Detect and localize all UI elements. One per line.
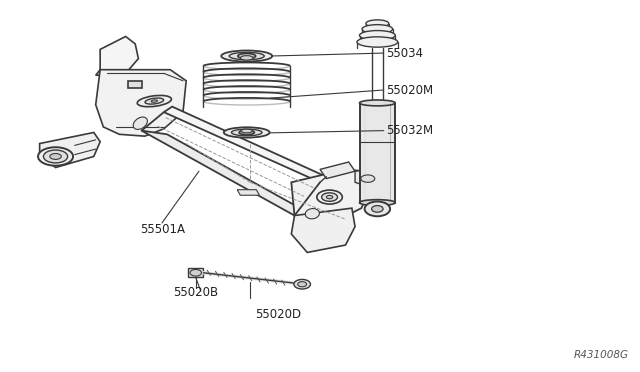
Ellipse shape — [305, 209, 319, 219]
Text: 55020D: 55020D — [255, 308, 301, 321]
Ellipse shape — [241, 129, 252, 133]
Ellipse shape — [221, 51, 272, 62]
Ellipse shape — [38, 147, 73, 166]
Polygon shape — [141, 131, 320, 219]
Polygon shape — [40, 132, 100, 167]
Ellipse shape — [326, 195, 333, 199]
Polygon shape — [360, 103, 395, 203]
Ellipse shape — [361, 175, 375, 182]
Polygon shape — [96, 70, 186, 136]
Ellipse shape — [239, 130, 254, 135]
Ellipse shape — [241, 56, 253, 60]
Ellipse shape — [238, 54, 255, 59]
Ellipse shape — [137, 96, 172, 107]
Polygon shape — [164, 107, 326, 182]
Ellipse shape — [321, 193, 337, 201]
Polygon shape — [127, 81, 141, 88]
Ellipse shape — [360, 31, 395, 40]
Text: 55501A: 55501A — [140, 223, 185, 236]
Ellipse shape — [232, 129, 262, 136]
Polygon shape — [100, 36, 138, 81]
Polygon shape — [355, 169, 384, 190]
Polygon shape — [237, 190, 259, 195]
Ellipse shape — [360, 200, 395, 206]
Text: 55034: 55034 — [387, 46, 423, 60]
Ellipse shape — [224, 127, 269, 138]
Ellipse shape — [50, 154, 61, 160]
Text: 55020B: 55020B — [173, 286, 219, 299]
Ellipse shape — [44, 150, 68, 163]
Circle shape — [365, 202, 390, 216]
Ellipse shape — [317, 190, 342, 204]
Polygon shape — [320, 162, 355, 179]
Ellipse shape — [366, 20, 389, 27]
Circle shape — [298, 282, 307, 287]
Polygon shape — [96, 70, 119, 81]
Text: 55020M: 55020M — [387, 83, 433, 96]
Text: 55032M: 55032M — [387, 124, 433, 137]
Polygon shape — [291, 208, 355, 253]
Ellipse shape — [151, 100, 157, 102]
Polygon shape — [188, 268, 204, 277]
Ellipse shape — [362, 25, 393, 33]
Text: R431008G: R431008G — [574, 350, 629, 360]
Ellipse shape — [133, 117, 147, 129]
Ellipse shape — [357, 37, 397, 47]
Circle shape — [294, 279, 310, 289]
Ellipse shape — [229, 52, 264, 60]
Ellipse shape — [360, 100, 395, 106]
Polygon shape — [291, 169, 371, 227]
Circle shape — [372, 206, 383, 212]
Ellipse shape — [145, 98, 164, 104]
Circle shape — [190, 269, 202, 276]
